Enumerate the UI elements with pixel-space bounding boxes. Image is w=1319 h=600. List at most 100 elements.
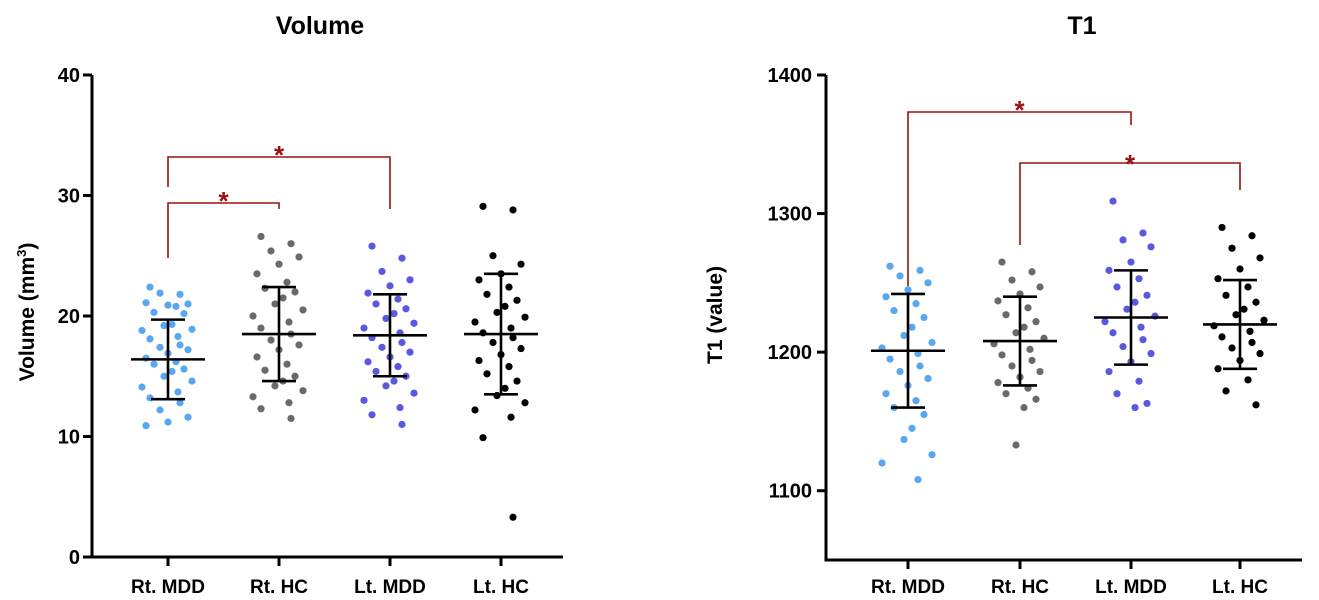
data-point: [998, 258, 1006, 266]
data-point: [920, 313, 928, 322]
data-point: [507, 413, 515, 421]
data-point: [1123, 305, 1131, 313]
data-point: [279, 294, 287, 302]
data-point: [287, 240, 295, 248]
data-point: [168, 367, 176, 376]
x-tick-label: Rt. HC: [250, 577, 308, 598]
data-point: [1113, 390, 1121, 398]
data-point: [398, 254, 406, 262]
data-point: [295, 341, 303, 349]
data-point: [299, 306, 307, 314]
data-point: [1024, 304, 1032, 312]
data-point: [150, 360, 158, 368]
data-point: [283, 278, 291, 286]
y-tick-label: 10: [58, 427, 80, 449]
data-point: [1032, 395, 1040, 403]
data-point: [890, 306, 898, 315]
significance-star: *: [218, 186, 229, 216]
data-point: [1244, 283, 1252, 291]
data-point: [1228, 244, 1236, 252]
data-point: [1036, 283, 1044, 291]
data-point: [904, 286, 912, 294]
x-tick-label: Lt. MDD: [1095, 577, 1167, 598]
data-point: [882, 390, 890, 398]
significance-bracket: [167, 156, 391, 209]
data-point: [1236, 265, 1244, 273]
y-tick-label: 30: [58, 186, 80, 208]
y-tick-label: 1300: [768, 204, 813, 226]
data-point: [184, 346, 192, 354]
data-point: [382, 314, 390, 323]
data-point: [1222, 291, 1230, 299]
data-point: [1240, 305, 1248, 313]
x-tick-label: Rt. MDD: [871, 577, 945, 598]
axis-lines: [90, 75, 563, 559]
data-point: [1036, 367, 1044, 376]
data-point: [142, 299, 150, 307]
data-point: [1012, 329, 1020, 337]
data-point: [521, 313, 529, 321]
data-point: [1008, 362, 1016, 370]
data-point: [994, 297, 1002, 305]
data-point: [1028, 356, 1036, 365]
data-point: [402, 305, 410, 313]
data-point: [908, 424, 916, 432]
data-point: [1109, 197, 1117, 205]
data-point: [138, 383, 146, 391]
data-point: [174, 332, 182, 341]
data-point: [1032, 318, 1040, 326]
data-point: [1105, 266, 1113, 274]
data-point: [257, 405, 265, 413]
significance-star: *: [1014, 95, 1025, 125]
data-point: [1119, 343, 1127, 351]
data-point: [138, 326, 146, 335]
data-point: [398, 338, 406, 347]
data-point: [285, 399, 293, 407]
y-axis-label: Volume (mm3): [14, 243, 39, 382]
data-point: [180, 365, 188, 373]
data-point: [410, 389, 418, 397]
data-point: [912, 397, 920, 405]
data-point: [188, 325, 196, 333]
data-point: [509, 334, 517, 342]
data-point: [1135, 377, 1143, 385]
data-point: [924, 279, 932, 287]
data-point: [253, 270, 261, 278]
data-point: [285, 318, 293, 326]
data-point: [372, 367, 380, 376]
data-point: [1105, 367, 1113, 376]
data-point: [180, 309, 188, 318]
y-tick-label: 1100: [769, 481, 812, 503]
data-point: [360, 324, 368, 332]
data-point: [1246, 327, 1254, 335]
x-tick-label: Lt. HC: [473, 577, 529, 598]
data-point: [475, 356, 483, 365]
data-point: [501, 384, 509, 392]
significance-bracket: [167, 202, 280, 258]
data-point: [1252, 298, 1260, 306]
data-point: [174, 388, 182, 396]
significance-bracket: [1019, 162, 1241, 245]
data-point: [900, 331, 908, 340]
data-point: [1028, 268, 1036, 276]
data-point: [1139, 336, 1147, 344]
data-point: [509, 513, 517, 521]
data-point: [364, 289, 372, 297]
data-point: [998, 351, 1006, 359]
data-point: [1008, 276, 1016, 284]
data-point: [396, 403, 404, 412]
data-point: [1020, 403, 1028, 412]
data-point: [360, 396, 368, 404]
data-point: [295, 253, 303, 261]
data-point: [249, 312, 257, 320]
volume-chart: Volume 0 10 20 30 40 Rt. MDD Rt. HC Lt. MDD Lt. H…: [14, 12, 563, 598]
data-point: [164, 418, 172, 426]
data-point: [271, 382, 279, 390]
data-point: [908, 323, 916, 331]
data-point: [483, 290, 491, 298]
data-point: [1020, 323, 1028, 331]
data-point: [1127, 258, 1135, 266]
data-point: [394, 295, 402, 303]
data-point: [928, 338, 936, 347]
y-axis-label-main: T1 (value): [704, 266, 727, 364]
